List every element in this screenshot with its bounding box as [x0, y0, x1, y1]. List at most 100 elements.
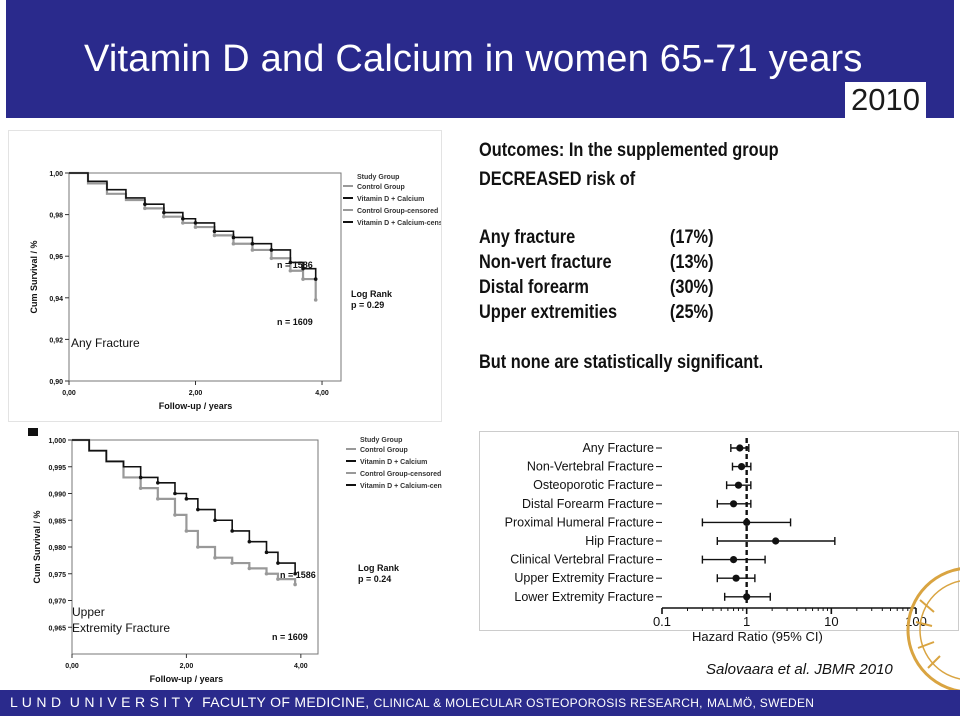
y-tick-label: 0,980 — [48, 545, 66, 552]
censor-mark — [231, 235, 236, 240]
forest-point — [737, 463, 746, 471]
forest-point — [743, 593, 751, 601]
p-value-label: p = 0.29 — [351, 300, 384, 310]
forest-point — [736, 444, 744, 452]
censor-mark — [184, 529, 189, 533]
legend-title: Study Group — [357, 174, 399, 181]
forest-category-label: Proximal Humeral Fracture — [505, 515, 654, 529]
forest-plot: Any Fracture Non-Vertebral Fracture Osteop… — [479, 431, 959, 631]
slide-footer: L U N D U N I V E R S I T Y FACULTY OF M… — [0, 690, 960, 716]
legend-label: Control Group — [360, 447, 408, 454]
footer-faculty: FACULTY OF MEDICINE, — [202, 694, 370, 710]
x-axis-label: Follow-up / years — [150, 674, 224, 684]
forest-category-label: Non-Vertebral Fracture — [527, 460, 654, 474]
legend-label: Vitamin D + Calcium — [360, 459, 427, 466]
forest-category-label: Upper Extremity Fracture — [514, 571, 654, 585]
outcome-item-pct: (17%) — [669, 227, 714, 248]
censor-mark — [173, 491, 177, 496]
km-any-fracture-svg: 0,90 0,92 0,94 0,96 0,98 1,00 0,00 2,00 4,00 Foll… — [29, 171, 458, 411]
n-annotation: n = 1609 — [272, 632, 308, 642]
censor-mark — [269, 248, 274, 252]
outcomes-intro-2: DECREASED risk of — [479, 169, 636, 190]
outcomes-conclusion: But none are statistically significant. — [479, 352, 764, 373]
corner-mark — [28, 428, 38, 436]
censor-mark — [269, 256, 274, 261]
forest-category-label: Hip Fracture — [585, 534, 654, 548]
footer-university: U N I V E R S I T Y — [69, 694, 194, 710]
censor-mark — [138, 486, 143, 490]
censor-mark — [173, 513, 177, 517]
y-tick-label: 0,96 — [49, 254, 63, 261]
censor-mark — [193, 221, 198, 225]
censor-mark — [230, 561, 234, 565]
outcome-item-label: Distal forearm — [479, 277, 589, 298]
forest-category-label: Any Fracture — [582, 441, 654, 455]
outcome-item-label: Upper extremities — [479, 302, 618, 323]
x-axis-label: Follow-up / years — [159, 401, 233, 411]
log-rank-label: Log Rank — [351, 289, 393, 299]
censor-mark — [156, 497, 160, 501]
censor-mark — [143, 206, 147, 211]
censor-mark — [162, 214, 166, 219]
forest-point — [729, 500, 738, 508]
legend-title: Study Group — [360, 437, 402, 444]
censor-mark — [313, 298, 318, 302]
censor-mark — [313, 277, 318, 281]
forest-point — [732, 574, 740, 582]
x-tick-label: 2,00 — [189, 390, 203, 397]
forest-point — [734, 481, 743, 489]
panel-label-any-fracture: Any Fracture — [71, 336, 140, 350]
censor-mark — [212, 233, 217, 238]
censor-mark — [193, 225, 198, 229]
forest-plot-svg: Any Fracture Non-Vertebral Fracture Osteop… — [505, 438, 917, 614]
censor-mark — [264, 571, 269, 576]
log-rank-label: Log Rank — [358, 563, 400, 573]
y-tick-label: 0,94 — [49, 296, 63, 303]
n-annotation: n = 1586 — [280, 570, 316, 580]
citation: Salovaara et al. JBMR 2010 — [706, 661, 893, 678]
footer-text: L U N D U N I V E R S I T Y FACULTY OF M… — [10, 694, 814, 710]
censor-mark — [162, 210, 166, 215]
censor-mark — [138, 475, 143, 480]
y-tick-label: 0,985 — [48, 518, 66, 525]
censor-mark — [250, 248, 255, 252]
censor-mark — [293, 571, 297, 576]
footer-city: MALMÖ, SWEDEN — [707, 696, 815, 710]
censor-mark — [181, 221, 185, 225]
n-annotation: n = 1609 — [277, 317, 313, 327]
censor-mark — [264, 550, 269, 555]
forest-x-ticks: 0.1 1 10 100 — [653, 614, 927, 629]
legend-label: Vitamin D + Calcium — [357, 196, 424, 203]
censor-mark — [301, 266, 305, 271]
censor-mark — [196, 507, 200, 512]
forest-point — [772, 537, 780, 545]
legend-label: Control Group-censored — [360, 471, 441, 478]
forest-category-label: Distal Forearm Fracture — [522, 497, 654, 511]
slide-header: Vitamin D and Calcium in women 65-71 yea… — [6, 0, 954, 118]
p-value-label: p = 0.24 — [358, 574, 391, 584]
censor-mark — [247, 566, 252, 571]
km-upper-extremity-svg: 0,965 0,970 0,975 0,980 0,985 0,990 0,995 1,000… — [28, 428, 457, 684]
legend-label: Control Group-censored — [357, 208, 438, 215]
y-tick-label: 0,90 — [49, 379, 63, 386]
censor-mark — [143, 202, 147, 206]
y-axis-label: Cum Survival / % — [29, 240, 39, 313]
censor-mark — [213, 518, 217, 523]
outcome-item-pct: (13%) — [669, 252, 714, 273]
y-tick-label: 0,970 — [48, 599, 66, 606]
outcome-item-pct: (25%) — [669, 302, 714, 323]
y-tick-label: 1,00 — [49, 171, 63, 178]
forest-x-tick-label: 10 — [824, 614, 838, 629]
forest-x-axis-label: Hazard Ratio (95% CI) — [692, 629, 823, 644]
censor-mark — [288, 260, 293, 265]
censor-mark — [230, 529, 234, 533]
footer-lund: L U N D — [10, 694, 62, 710]
forest-x-tick-label: 1 — [743, 614, 750, 629]
forest-category-label: Osteoporotic Fracture — [533, 478, 654, 492]
footer-dept: CLINICAL & MOLECULAR OSTEOPOROSIS RESEAR… — [373, 696, 703, 710]
outcome-item-label: Any fracture — [479, 227, 576, 248]
censor-mark — [276, 561, 280, 565]
panel-label-extremity: Extremity Fracture — [72, 621, 170, 635]
censor-mark — [247, 539, 252, 544]
x-tick-label: 2,00 — [180, 663, 194, 670]
